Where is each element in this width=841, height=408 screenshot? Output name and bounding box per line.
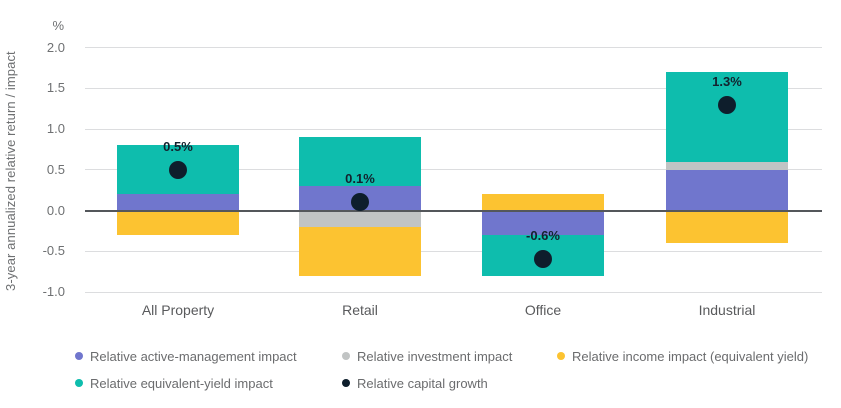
y-tick-label: 2.0 — [46, 39, 65, 55]
capital-growth-dot — [351, 193, 369, 212]
bar-segment-relative-active-management-impact — [117, 194, 239, 211]
x-axis-label: Office — [524, 302, 562, 318]
y-tick-label: 1.5 — [46, 80, 65, 96]
y-tick-label: -1.0 — [42, 284, 65, 299]
x-axis-label: Retail — [342, 302, 378, 318]
legend-swatch-icon — [342, 379, 350, 387]
bar-segment-relative-investment-impact — [299, 210, 421, 227]
legend-item: Relative income impact (equivalent yield… — [557, 348, 808, 364]
bar-segment-relative-active-management-impact — [482, 210, 604, 235]
legend-item: Relative investment impact — [342, 348, 512, 364]
bar-segment-relative-income-impact-equivalent-yield- — [299, 226, 421, 276]
gridline — [85, 250, 822, 252]
gridline — [85, 169, 822, 171]
bar-segment-relative-equivalent-yield-impact — [666, 71, 788, 162]
data-label: 0.5% — [163, 138, 193, 154]
x-axis-label: All Property — [141, 302, 215, 318]
x-axis-label: Industrial — [698, 302, 756, 318]
legend-swatch-icon — [557, 352, 565, 360]
legend-label: Relative active-management impact — [90, 348, 297, 364]
bar-segment-relative-active-management-impact — [666, 169, 788, 211]
capital-growth-dot — [534, 250, 552, 269]
capital-growth-dot — [169, 160, 187, 179]
data-label: -0.6% — [526, 228, 560, 244]
y-tick-label: 0.5 — [46, 161, 65, 177]
y-tick-label: -0.5 — [42, 243, 65, 259]
bar-segment-relative-income-impact-equivalent-yield- — [117, 210, 239, 235]
legend-swatch-icon — [342, 352, 350, 360]
y-tick-label: 0.0 — [46, 202, 65, 218]
legend-item: Relative capital growth — [342, 375, 488, 391]
capital-growth-dot — [718, 95, 736, 114]
gridline — [85, 128, 822, 130]
data-label: 1.3% — [712, 73, 742, 89]
gridline — [85, 87, 822, 89]
legend-label: Relative capital growth — [357, 375, 488, 391]
bar-segment-relative-income-impact-equivalent-yield- — [666, 210, 788, 244]
legend-swatch-icon — [75, 379, 83, 387]
legend-item: Relative equivalent-yield impact — [75, 375, 273, 391]
bar-segment-relative-income-impact-equivalent-yield- — [482, 194, 604, 211]
gridline — [85, 47, 822, 48]
legend-swatch-icon — [75, 352, 83, 360]
zero-axis-line — [85, 209, 822, 212]
y-axis-unit: % — [52, 18, 64, 33]
data-label: 0.1% — [345, 171, 375, 187]
legend-label: Relative investment impact — [357, 348, 513, 364]
y-tick-label: 1.0 — [46, 121, 65, 136]
bar-segment-relative-investment-impact — [666, 161, 788, 170]
legend-label: Relative income impact (equivalent yield… — [572, 348, 809, 364]
legend-item: Relative active-management impact — [75, 348, 297, 364]
gridline — [85, 291, 822, 293]
bar-segment-relative-equivalent-yield-impact — [299, 137, 421, 187]
legend-label: Relative equivalent-yield impact — [90, 375, 273, 391]
